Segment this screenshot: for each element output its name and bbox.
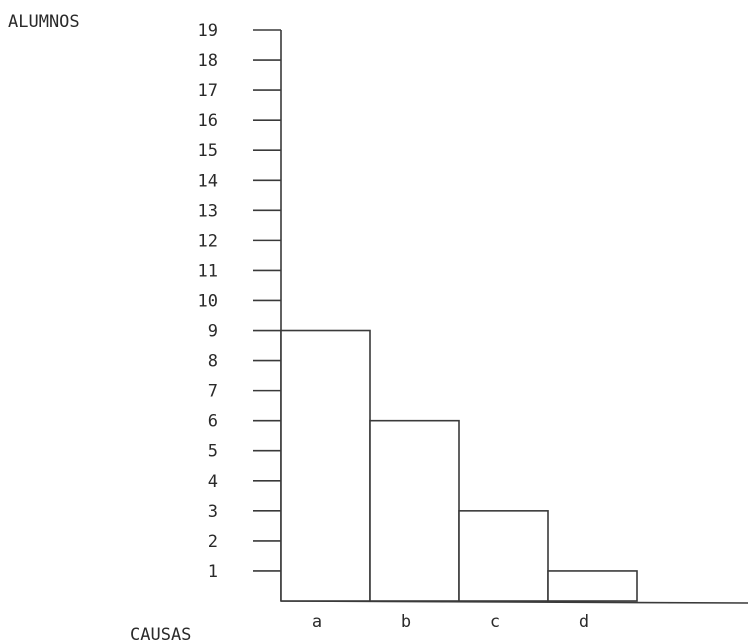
y-tick-label: 2 xyxy=(208,532,218,552)
x-tick-label: c xyxy=(490,612,500,632)
bar-b xyxy=(369,419,460,602)
y-tick-label: 16 xyxy=(198,111,218,131)
bar-d xyxy=(547,570,638,602)
y-tick-label: 18 xyxy=(198,51,218,71)
y-tick-label: 17 xyxy=(198,81,218,101)
y-tick-label: 19 xyxy=(198,21,218,41)
y-tick-label: 12 xyxy=(198,231,218,251)
x-axis-title: CAUSAS xyxy=(130,625,191,641)
y-axis-title: ALUMNOS xyxy=(8,12,80,32)
y-tick-label: 10 xyxy=(198,291,218,311)
y-tick-label: 7 xyxy=(208,382,218,402)
y-tick-label: 13 xyxy=(198,201,218,221)
y-tick-label: 14 xyxy=(198,171,218,191)
y-tick-label: 5 xyxy=(208,442,218,462)
y-tick-label: 8 xyxy=(208,352,218,372)
bar-a xyxy=(280,329,371,602)
bar-c xyxy=(458,510,549,602)
y-tick-label: 6 xyxy=(208,412,218,432)
y-tick-label: 9 xyxy=(208,322,218,342)
y-tick-label: 15 xyxy=(198,141,218,161)
bars xyxy=(280,329,638,602)
y-tick-label: 3 xyxy=(208,502,218,522)
x-tick-label: b xyxy=(401,612,411,632)
y-tick-label: 11 xyxy=(198,261,218,281)
x-axis-tick-labels: a b c d xyxy=(312,612,589,632)
y-tick-label: 4 xyxy=(208,472,218,492)
y-tick-label: 1 xyxy=(208,562,218,582)
x-tick-label: a xyxy=(312,612,322,632)
x-tick-label: d xyxy=(579,612,589,632)
